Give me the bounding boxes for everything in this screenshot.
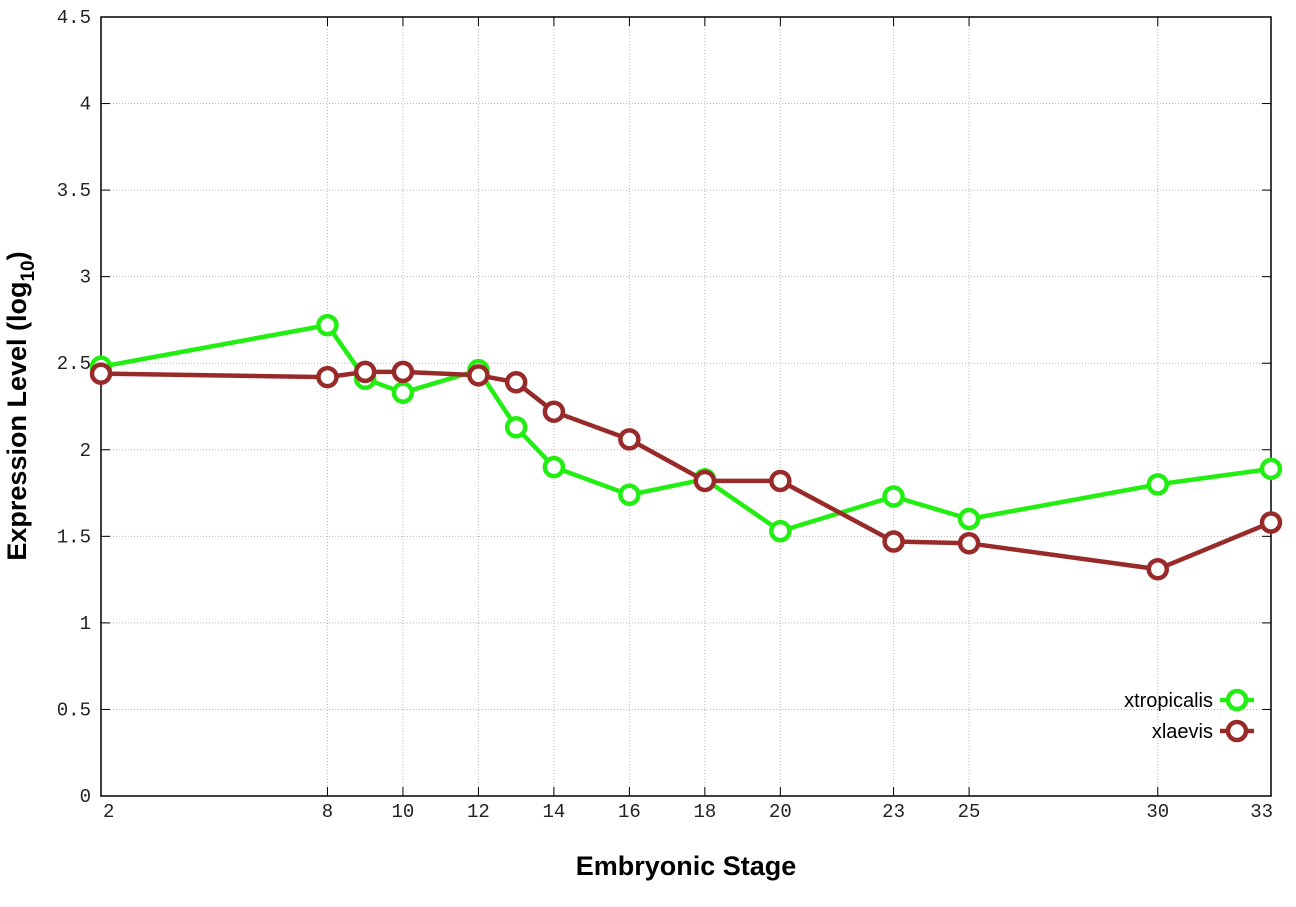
data-point-xtropicalis	[1259, 457, 1283, 481]
legend-item-xtropicalis: xtropicalis	[1124, 688, 1254, 712]
y-axis-title-close: )	[2, 251, 32, 260]
data-point-xtropicalis	[391, 381, 415, 404]
x-tick-label: 30	[1146, 801, 1169, 823]
series-line-xlaevis	[100, 369, 1272, 572]
x-tick-label: 23	[882, 801, 905, 823]
legend-marker-xtropicalis	[1225, 688, 1249, 712]
data-point-xtropicalis	[957, 507, 981, 531]
x-tick-label: 10	[392, 801, 415, 823]
series-xtropicalis	[89, 313, 1283, 543]
series-layer	[89, 313, 1283, 581]
x-tick-label: 16	[618, 801, 641, 823]
series-line-xtropicalis	[100, 322, 1272, 534]
axis-ticks: 0 0.5 1 1.5 2 2.5 3 3.5 4 4.5 2 8 10 12 14 16 18 20 23 25 30…	[57, 7, 1273, 823]
x-tick-label: 8	[322, 801, 333, 823]
data-point-xtropicalis	[1146, 473, 1170, 496]
y-tick-label: 3	[80, 267, 91, 289]
y-tick-label: 1.5	[57, 526, 91, 548]
data-point-xlaevis	[1259, 511, 1283, 534]
data-point-xlaevis	[693, 469, 717, 493]
x-tick-label: 18	[693, 801, 716, 823]
data-point-xlaevis	[89, 362, 113, 385]
data-point-xtropicalis	[504, 416, 528, 439]
legend-label-xtropicalis: xtropicalis	[1124, 690, 1213, 712]
legend-marker-xlaevis	[1225, 719, 1249, 743]
data-point-xtropicalis	[618, 483, 641, 507]
data-point-xlaevis	[316, 365, 339, 389]
y-axis-title-subscript: 10	[18, 260, 39, 281]
y-tick-label: 2	[80, 440, 91, 462]
y-tick-label: 4.5	[57, 7, 91, 29]
x-tick-label: 20	[769, 801, 792, 823]
x-tick-label: 33	[1250, 801, 1273, 823]
data-point-xlaevis	[769, 469, 792, 493]
data-point-xlaevis	[467, 364, 490, 387]
legend-label-xlaevis: xlaevis	[1152, 721, 1213, 743]
data-point-xlaevis	[618, 428, 641, 451]
data-point-xlaevis	[957, 532, 981, 555]
x-tick-label: 2	[103, 801, 114, 823]
data-point-xlaevis	[1146, 557, 1170, 581]
data-point-xlaevis	[882, 530, 905, 553]
y-tick-label: 4	[80, 94, 91, 116]
x-tick-label: 12	[467, 801, 490, 823]
data-point-xtropicalis	[542, 455, 566, 479]
data-point-xtropicalis	[769, 519, 792, 543]
y-tick-label: 3.5	[57, 180, 91, 202]
data-point-xlaevis	[391, 360, 415, 384]
data-point-xtropicalis	[882, 485, 905, 508]
data-point-xlaevis	[542, 400, 566, 423]
data-point-xlaevis	[504, 371, 528, 394]
y-tick-label: 1	[80, 613, 91, 635]
x-tick-label: 25	[958, 801, 981, 823]
legend: xtropicalis xlaevis	[1124, 688, 1254, 743]
plot-frame	[100, 16, 1272, 797]
data-point-xlaevis	[353, 360, 377, 384]
y-tick-label: 0	[80, 786, 91, 808]
y-axis-title-main: Expression Level (log	[2, 282, 32, 561]
x-axis-title: Embryonic Stage	[576, 851, 797, 881]
data-point-xtropicalis	[316, 313, 339, 337]
legend-item-xlaevis: xlaevis	[1152, 719, 1254, 743]
y-tick-label: 0.5	[57, 699, 91, 721]
grid-lines	[101, 17, 1271, 796]
y-tick-label: 2.5	[57, 353, 91, 375]
x-tick-label: 14	[542, 801, 565, 823]
y-axis-title: Expression Level (log10)	[2, 251, 39, 560]
series-xlaevis	[89, 360, 1283, 581]
